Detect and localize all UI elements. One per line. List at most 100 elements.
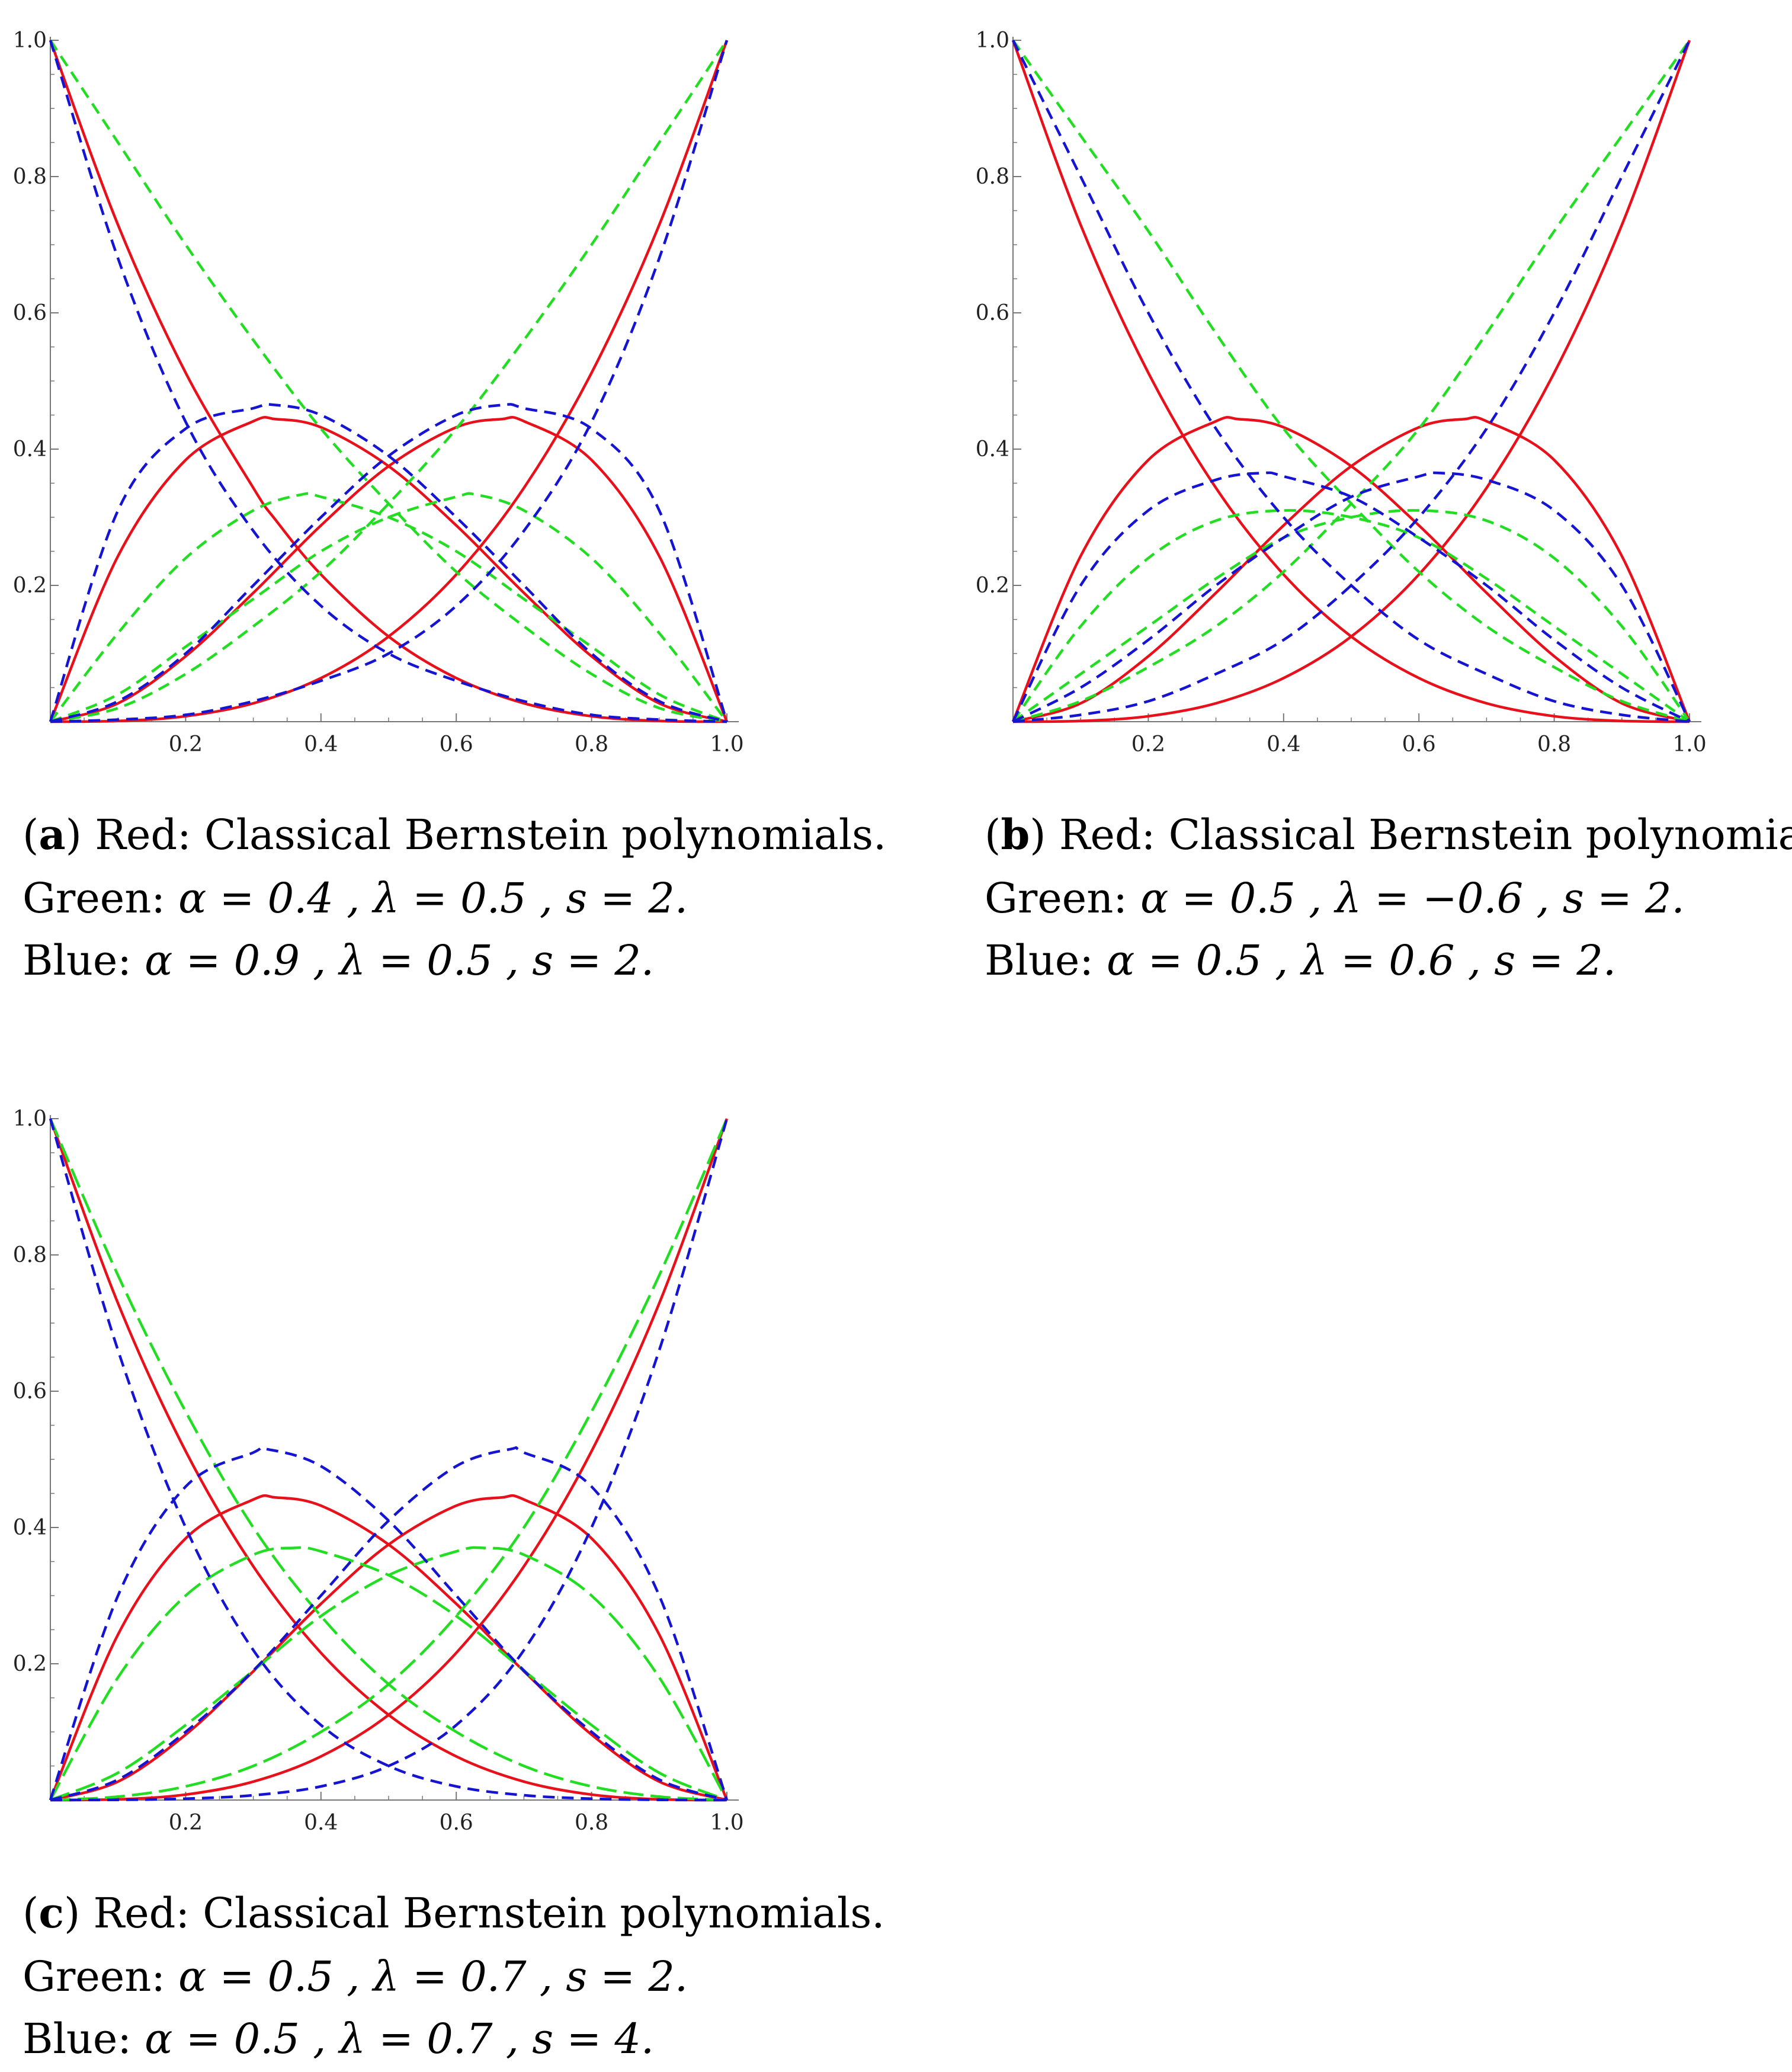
x-tick-label: 0.2 [169, 732, 203, 757]
y-tick-label: 0.2 [13, 1652, 47, 1676]
y-tick-label: 0.6 [976, 301, 1009, 325]
y-tick-label: 0.4 [976, 437, 1009, 462]
series-line-green-5 [49, 1546, 727, 1802]
x-tick-label: 0.6 [1402, 732, 1436, 757]
series-line-green-5 [49, 492, 727, 723]
series-line-blue-11 [50, 1118, 729, 1802]
series-line-blue-9 [49, 1446, 727, 1802]
caption-blue-params: α = 0.9 , λ = 0.5 , s = 2. [145, 936, 654, 985]
series-line-red-0 [1011, 40, 1690, 723]
x-tick-label: 0.6 [440, 732, 473, 757]
y-tick-label: 1.0 [13, 28, 47, 53]
series-line-green-4 [49, 1118, 727, 1802]
y-tick-label: 0.4 [13, 437, 47, 462]
x-tick-label: 0.4 [1267, 732, 1300, 757]
y-tick-label: 0.2 [13, 574, 47, 598]
series-line-blue-9 [1011, 471, 1691, 723]
caption-c: (c) Red: Classical Bernstein polynomials… [23, 1888, 885, 2063]
caption-blue-prefix: Blue: [23, 2015, 145, 2063]
series-line-red-3 [50, 1118, 729, 1802]
caption-panel-label: b [1001, 810, 1030, 859]
caption-description: ) Red: Classical Bernstein polynomials. [1030, 811, 1792, 859]
caption-line-1: (c) Red: Classical Bernstein polynomials… [23, 1888, 885, 1938]
caption-blue-params: α = 0.5 , λ = 0.7 , s = 4. [145, 2015, 654, 2063]
series-line-green-6 [50, 492, 728, 723]
caption-open-paren: ( [23, 811, 39, 859]
series-line-red-3 [1012, 40, 1691, 723]
x-tick-label: 1.0 [1672, 732, 1706, 757]
y-tick-label: 0.6 [13, 301, 47, 325]
x-tick-label: 1.0 [710, 1811, 743, 1835]
chart-panel-b: 0.2 0.4 0.6 0.8 1.0 1.0 0.8 0.6 0.4 0.2 [976, 28, 1707, 757]
series-line-blue-10 [50, 1446, 729, 1802]
y-tick-label: 1.0 [13, 1107, 47, 1131]
caption-open-paren: ( [985, 811, 1001, 859]
x-tick-label: 0.2 [1131, 732, 1165, 757]
series-line-red-1 [49, 415, 727, 723]
caption-line-1: (b) Red: Classical Bernstein polynomials… [985, 810, 1792, 859]
y-tick-label: 0.6 [13, 1379, 47, 1404]
x-tick-label: 0.4 [304, 732, 338, 757]
series-line-green-5 [1012, 509, 1691, 723]
y-tick-label: 0.8 [13, 1243, 47, 1267]
series-line-red-2 [1012, 415, 1691, 723]
series-line-blue-8 [1011, 40, 1690, 723]
series-line-blue-9 [49, 403, 727, 723]
series-line-blue-10 [50, 403, 729, 723]
series-line-blue-10 [1012, 471, 1691, 723]
caption-a: (a) Red: Classical Bernstein polynomials… [23, 810, 886, 985]
caption-description: ) Red: Classical Bernstein polynomials. [66, 811, 887, 859]
x-tick-label: 0.6 [440, 1811, 473, 1835]
series-line-green-7 [50, 39, 728, 723]
caption-green-prefix: Green: [985, 874, 1140, 923]
caption-green-params: α = 0.4 , λ = 0.5 , s = 2. [178, 874, 688, 923]
caption-green-prefix: Green: [23, 874, 178, 923]
caption-line-3: Blue: α = 0.9 , λ = 0.5 , s = 2. [23, 936, 654, 985]
series-line-blue-8 [49, 40, 727, 723]
series-line-green-6 [50, 1546, 728, 1802]
series-line-blue-11 [50, 40, 729, 723]
caption-line-3: Blue: α = 0.5 , λ = 0.7 , s = 4. [23, 2015, 654, 2063]
x-tick-label: 0.8 [575, 1811, 608, 1835]
series-line-green-7 [1012, 39, 1691, 723]
series-line-green-4 [49, 39, 727, 723]
y-tick-label: 0.8 [976, 165, 1009, 189]
caption-green-params: α = 0.5 , λ = −0.6 , s = 2. [1140, 874, 1685, 923]
caption-line-3: Blue: α = 0.5 , λ = 0.6 , s = 2. [985, 936, 1616, 985]
series-line-green-4 [1012, 39, 1690, 723]
caption-blue-prefix: Blue: [985, 936, 1107, 985]
series-line-red-3 [50, 40, 729, 723]
series-line-red-0 [49, 1118, 727, 1802]
caption-blue-prefix: Blue: [23, 936, 145, 985]
x-tick-label: 0.8 [575, 732, 608, 757]
caption-b: (b) Red: Classical Bernstein polynomials… [985, 810, 1792, 985]
series-line-blue-11 [1012, 40, 1691, 723]
caption-line-2: Green: α = 0.5 , λ = −0.6 , s = 2. [985, 874, 1685, 923]
y-tick-label: 0.4 [13, 1516, 47, 1540]
x-tick-label: 0.8 [1537, 732, 1571, 757]
chart-panel-a: 0.2 0.4 0.6 0.8 1.0 1.0 0.8 0.6 0.4 0.2 [13, 28, 744, 757]
caption-green-prefix: Green: [23, 1952, 178, 2001]
caption-line-1: (a) Red: Classical Bernstein polynomials… [23, 810, 886, 859]
series-line-red-0 [49, 40, 727, 723]
y-tick-label: 0.2 [976, 574, 1009, 598]
series-line-green-7 [50, 1118, 729, 1802]
caption-green-params: α = 0.5 , λ = 0.7 , s = 2. [178, 1952, 688, 2001]
caption-description: ) Red: Classical Bernstein polynomials. [64, 1889, 885, 1938]
x-tick-label: 0.4 [304, 1811, 338, 1835]
caption-panel-label: a [39, 810, 65, 859]
series-line-red-1 [1011, 415, 1690, 723]
caption-panel-label: c [39, 1888, 64, 1938]
chart-panel-c: 0.2 0.4 0.6 0.8 1.0 1.0 0.8 0.6 0.4 0.2 [13, 1107, 744, 1835]
series-line-red-1 [49, 1494, 727, 1802]
y-tick-label: 0.8 [13, 165, 47, 189]
caption-line-2: Green: α = 0.5 , λ = 0.7 , s = 2. [23, 1952, 688, 2001]
series-line-blue-8 [49, 1118, 727, 1802]
x-tick-label: 1.0 [710, 732, 743, 757]
series-line-green-6 [1012, 509, 1691, 723]
y-tick-label: 1.0 [976, 28, 1009, 53]
caption-line-2: Green: α = 0.4 , λ = 0.5 , s = 2. [23, 874, 688, 923]
caption-open-paren: ( [23, 1889, 39, 1938]
caption-blue-params: α = 0.5 , λ = 0.6 , s = 2. [1107, 936, 1616, 985]
series-line-red-2 [50, 1494, 729, 1802]
